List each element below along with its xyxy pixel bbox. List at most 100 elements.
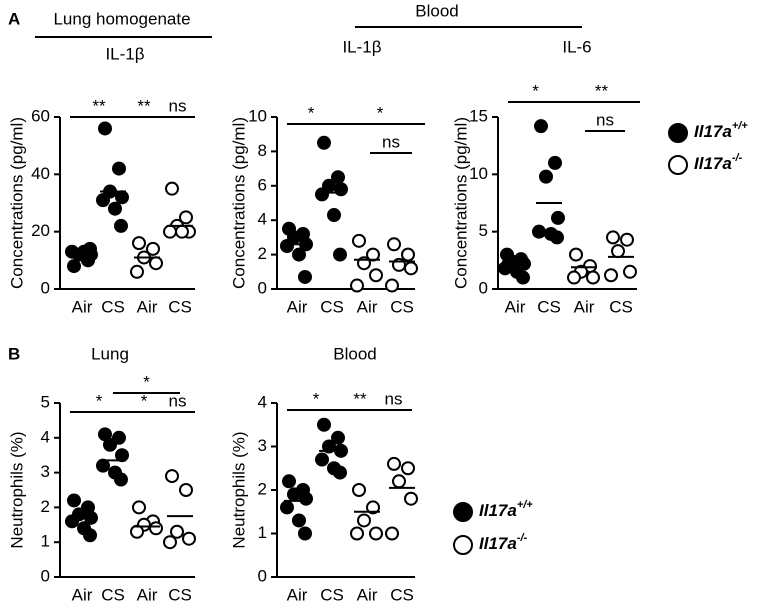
- subtitle: IL-1β: [342, 37, 381, 56]
- x-tick-label: Air: [72, 585, 93, 603]
- data-point: [179, 483, 193, 497]
- data-point: [315, 452, 329, 467]
- y-axis-label: Concentrations (pg/ml): [229, 117, 248, 289]
- data-point: [327, 208, 341, 223]
- data-point: [112, 430, 126, 445]
- y-tick-label: 3: [41, 462, 50, 481]
- x-tick-label: CS: [390, 297, 414, 316]
- data-point: [401, 461, 415, 476]
- data-point: [130, 264, 144, 279]
- data-point: [404, 491, 418, 506]
- legend-name: Il17a: [479, 534, 517, 553]
- y-axis-label: Concentrations (pg/ml): [7, 117, 26, 289]
- subtitle: Lung: [91, 344, 129, 363]
- significance-label: ns: [385, 389, 403, 408]
- data-point: [387, 237, 401, 252]
- y-tick-label: 2: [258, 479, 267, 498]
- data-point: [292, 247, 306, 262]
- legend-label: Il17a+/+: [479, 499, 533, 521]
- data-point: [539, 169, 553, 184]
- legend-label: Il17a-/-: [694, 152, 743, 174]
- significance-label: ns: [169, 391, 187, 410]
- x-tick-label: CS: [320, 585, 344, 603]
- data-point: [369, 526, 383, 541]
- x-tick-label: CS: [320, 297, 344, 316]
- x-tick-label: Air: [287, 297, 308, 316]
- data-point: [96, 193, 110, 208]
- data-point: [317, 135, 331, 150]
- data-point: [114, 472, 128, 487]
- subtitle: IL-6: [562, 37, 591, 56]
- significance-label: ns: [169, 96, 187, 115]
- data-point: [352, 233, 366, 248]
- data-point: [67, 259, 81, 274]
- significance-label: *: [308, 103, 315, 122]
- legend-superscript: -/-: [732, 152, 743, 164]
- y-axis-label: Neutrophils (%): [7, 431, 26, 548]
- y-axis-label: Concentrations (pg/ml): [451, 117, 470, 289]
- x-tick-label: CS: [168, 585, 192, 603]
- legend-label: Il17a-/-: [479, 532, 528, 554]
- data-point: [317, 417, 331, 432]
- significance-label: **: [353, 389, 367, 408]
- significance-label: **: [137, 96, 151, 115]
- data-point: [350, 526, 364, 541]
- legend-name: Il17a: [479, 501, 517, 520]
- legend-marker: [668, 155, 688, 175]
- data-point: [280, 239, 294, 253]
- data-point: [620, 232, 634, 247]
- significance-label: *: [141, 391, 148, 410]
- data-point: [350, 278, 364, 293]
- y-tick-label: 15: [469, 106, 488, 125]
- x-tick-label: Air: [137, 297, 158, 316]
- legend-name: Il17a: [694, 122, 732, 141]
- y-tick-label: 6: [258, 175, 267, 194]
- data-point: [84, 510, 98, 525]
- significance-label: ns: [596, 110, 614, 129]
- data-point: [606, 230, 620, 245]
- legend-label: Il17a+/+: [694, 120, 748, 142]
- significance-label: *: [313, 389, 320, 408]
- legend-marker: [453, 535, 473, 555]
- x-tick-label: Air: [137, 585, 158, 603]
- y-tick-label: 0: [41, 566, 50, 585]
- x-tick-label: CS: [609, 297, 633, 316]
- x-tick-label: CS: [101, 585, 125, 603]
- y-tick-label: 4: [41, 427, 50, 446]
- data-point: [98, 121, 112, 136]
- data-point: [586, 270, 600, 285]
- data-point: [387, 456, 401, 471]
- data-point: [385, 278, 399, 293]
- y-tick-label: 10: [248, 106, 267, 125]
- data-point: [182, 531, 196, 546]
- data-point: [352, 483, 366, 497]
- data-point: [498, 261, 512, 276]
- significance-label: *: [143, 372, 150, 391]
- significance-label: **: [92, 96, 106, 115]
- legend-name: Il17a: [694, 154, 732, 173]
- data-point: [299, 491, 313, 506]
- significance-label: *: [377, 103, 384, 122]
- data-point: [611, 244, 625, 259]
- y-tick-label: 3: [258, 436, 267, 455]
- panel-label: B: [8, 344, 20, 363]
- data-point: [65, 244, 79, 259]
- data-point: [282, 474, 296, 489]
- data-point: [175, 224, 189, 239]
- data-point: [83, 241, 97, 256]
- y-tick-label: 40: [31, 164, 50, 183]
- data-point: [67, 493, 81, 508]
- legend-marker: [453, 502, 473, 522]
- data-point: [146, 241, 160, 256]
- legend-marker: [668, 123, 688, 143]
- legend-superscript: +/+: [517, 499, 533, 511]
- data-point: [366, 500, 380, 515]
- data-point: [385, 526, 399, 541]
- data-point: [392, 474, 406, 489]
- header: Blood: [415, 1, 458, 20]
- data-point: [287, 487, 301, 502]
- data-point: [132, 236, 146, 251]
- significance-label: **: [595, 81, 609, 100]
- y-tick-label: 8: [258, 141, 267, 160]
- y-tick-label: 0: [258, 566, 267, 585]
